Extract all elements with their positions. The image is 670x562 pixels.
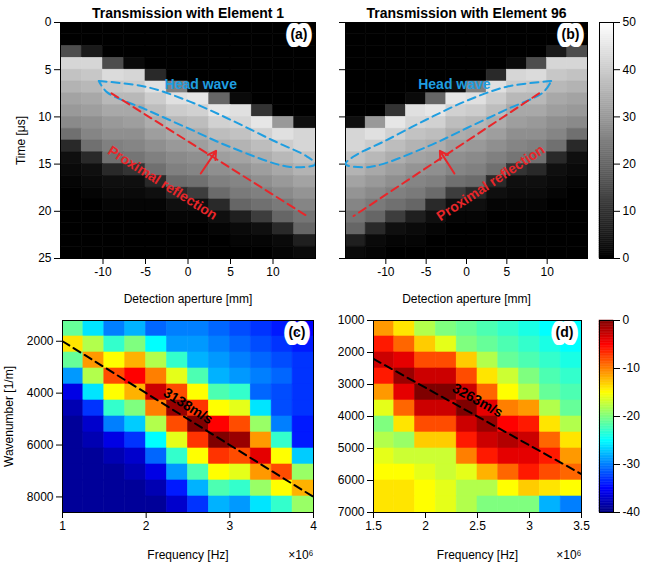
svg-text:-30: -30 bbox=[623, 457, 641, 471]
svg-text:1.5: 1.5 bbox=[365, 519, 382, 533]
svg-text:3000: 3000 bbox=[338, 377, 365, 391]
svg-text:7000: 7000 bbox=[338, 505, 365, 519]
svg-text:Frequency [Hz]: Frequency [Hz] bbox=[437, 548, 518, 562]
svg-text:Proximal reflection: Proximal reflection bbox=[105, 142, 220, 223]
svg-text:2: 2 bbox=[422, 519, 429, 533]
svg-text:×10⁶: ×10⁶ bbox=[556, 548, 581, 562]
svg-text:5: 5 bbox=[503, 265, 510, 279]
svg-text:0: 0 bbox=[623, 251, 630, 265]
svg-text:6000: 6000 bbox=[338, 473, 365, 487]
svg-text:25: 25 bbox=[38, 251, 52, 265]
svg-text:10: 10 bbox=[623, 204, 637, 218]
svg-text:3263m/s: 3263m/s bbox=[450, 380, 506, 421]
svg-text:15: 15 bbox=[38, 157, 52, 171]
svg-text:40: 40 bbox=[623, 63, 637, 77]
svg-text:1000: 1000 bbox=[338, 313, 365, 327]
svg-text:-5: -5 bbox=[421, 265, 432, 279]
svg-text:Proximal reflection: Proximal reflection bbox=[433, 141, 547, 224]
svg-text:3: 3 bbox=[226, 519, 233, 533]
svg-text:Detection aperture [mm]: Detection aperture [mm] bbox=[124, 292, 253, 306]
svg-text:3: 3 bbox=[526, 519, 533, 533]
svg-text:-10: -10 bbox=[377, 265, 395, 279]
svg-text:Head wave: Head wave bbox=[418, 76, 491, 92]
svg-text:10: 10 bbox=[540, 265, 554, 279]
svg-text:Wavenumber [1/m]: Wavenumber [1/m] bbox=[2, 366, 16, 467]
svg-text:5000: 5000 bbox=[338, 441, 365, 455]
svg-text:30: 30 bbox=[623, 110, 637, 124]
svg-text:0: 0 bbox=[463, 265, 470, 279]
svg-text:2000: 2000 bbox=[27, 334, 54, 348]
svg-text:10: 10 bbox=[38, 110, 52, 124]
svg-text:50: 50 bbox=[623, 15, 637, 29]
svg-text:-10: -10 bbox=[94, 265, 112, 279]
svg-text:5: 5 bbox=[227, 265, 234, 279]
svg-text:0: 0 bbox=[45, 15, 52, 29]
svg-text:20: 20 bbox=[623, 157, 637, 171]
svg-text:-10: -10 bbox=[623, 361, 641, 375]
svg-text:5: 5 bbox=[45, 63, 52, 77]
svg-text:Time [μs]: Time [μs] bbox=[14, 116, 28, 165]
svg-text:4000: 4000 bbox=[338, 409, 365, 423]
svg-text:(a): (a) bbox=[290, 26, 307, 42]
svg-text:(d): (d) bbox=[556, 324, 574, 340]
svg-text:0: 0 bbox=[623, 313, 630, 327]
svg-text:Transmission with Element 96: Transmission with Element 96 bbox=[367, 5, 567, 21]
svg-text:-40: -40 bbox=[623, 505, 641, 519]
svg-text:3138m/s: 3138m/s bbox=[161, 384, 217, 427]
svg-text:6000: 6000 bbox=[27, 438, 54, 452]
svg-text:20: 20 bbox=[38, 204, 52, 218]
svg-text:10: 10 bbox=[266, 265, 280, 279]
svg-text:0: 0 bbox=[185, 265, 192, 279]
svg-text:4: 4 bbox=[310, 519, 317, 533]
svg-text:-20: -20 bbox=[623, 409, 641, 423]
svg-text:(b): (b) bbox=[562, 26, 580, 42]
svg-text:2000: 2000 bbox=[338, 345, 365, 359]
svg-text:Head wave: Head wave bbox=[165, 76, 238, 92]
svg-text:2.5: 2.5 bbox=[469, 519, 486, 533]
svg-text:Transmission with Element 1: Transmission with Element 1 bbox=[92, 5, 284, 21]
svg-text:Detection aperture [mm]: Detection aperture [mm] bbox=[402, 292, 531, 306]
svg-text:2: 2 bbox=[143, 519, 150, 533]
svg-text:1: 1 bbox=[59, 519, 66, 533]
svg-text:(c): (c) bbox=[288, 324, 305, 340]
svg-text:8000: 8000 bbox=[27, 490, 54, 504]
svg-text:-5: -5 bbox=[140, 265, 151, 279]
svg-text:3.5: 3.5 bbox=[573, 519, 590, 533]
svg-text:×10⁶: ×10⁶ bbox=[288, 548, 313, 562]
svg-text:Frequency [Hz]: Frequency [Hz] bbox=[147, 548, 228, 562]
svg-text:4000: 4000 bbox=[27, 386, 54, 400]
